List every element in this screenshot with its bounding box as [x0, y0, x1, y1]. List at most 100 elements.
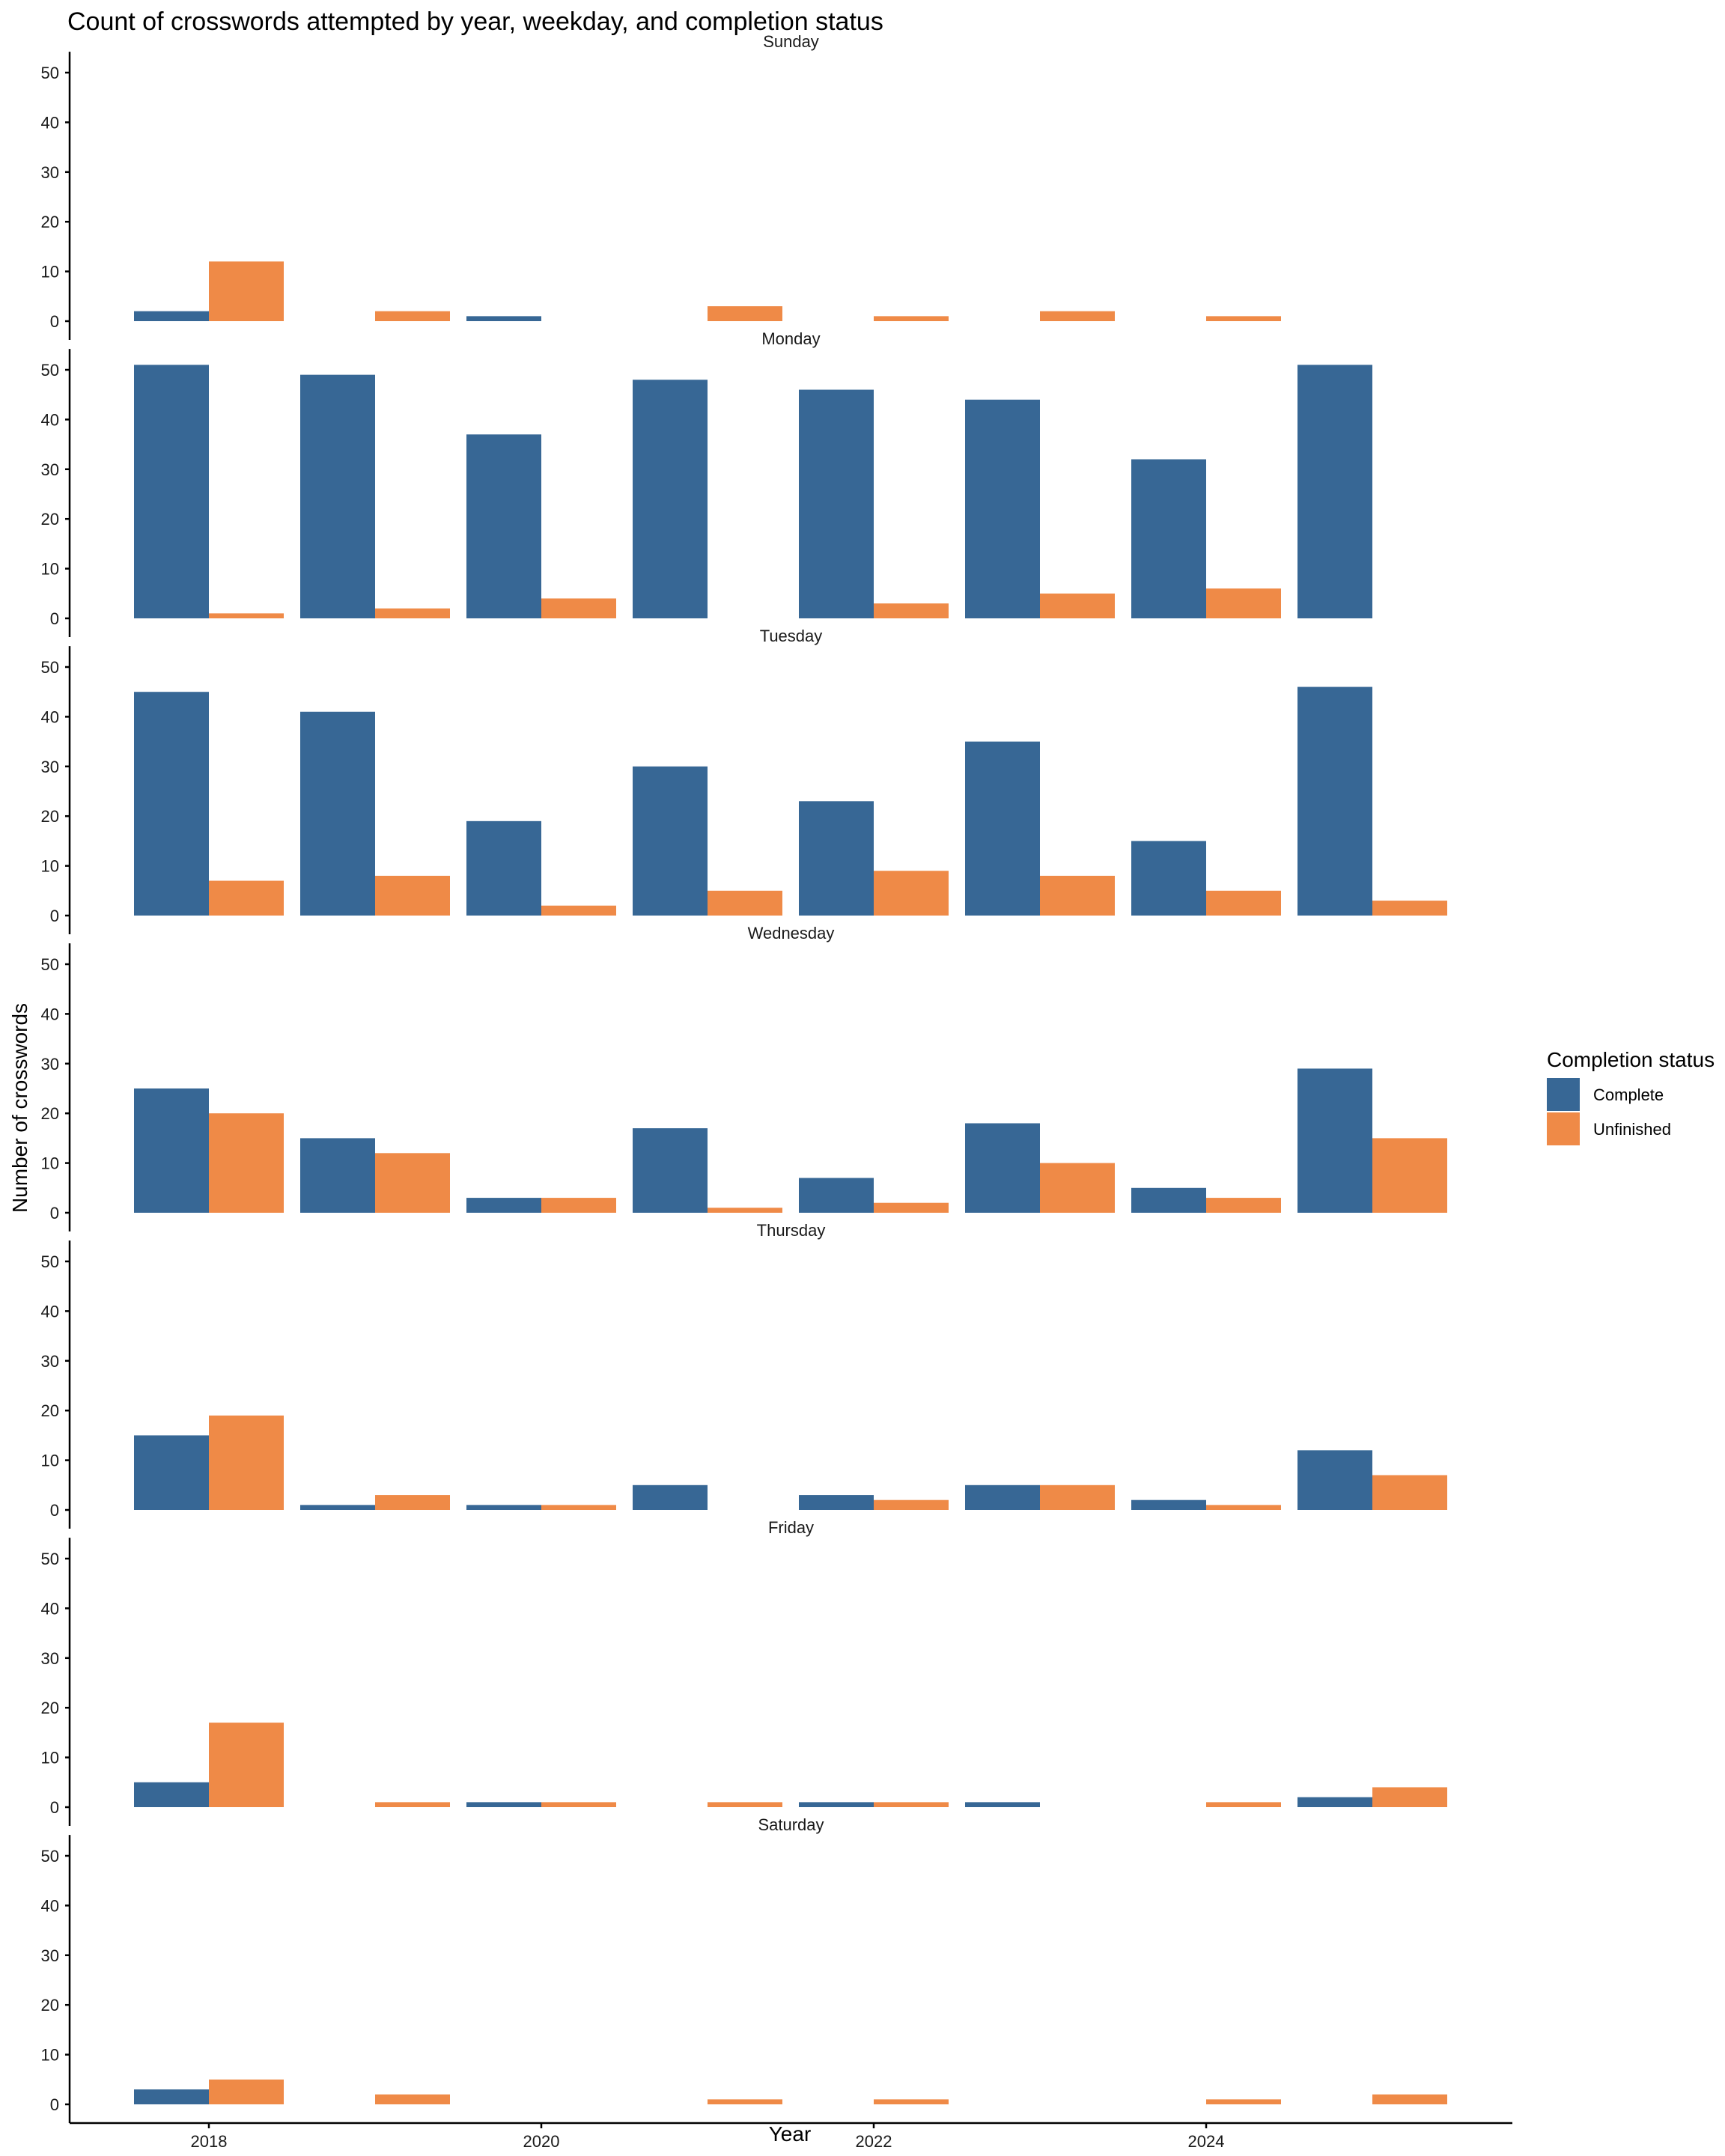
- y-tick-label: 50: [41, 1252, 59, 1271]
- bar-wednesday-2022-unfinished: [874, 1202, 949, 1213]
- bar-thursday-2019-unfinished: [375, 1495, 450, 1510]
- bar-wednesday-2023-unfinished: [1040, 1163, 1115, 1213]
- bar-saturday-2022-unfinished: [874, 2099, 949, 2104]
- facet-strip-label: Saturday: [758, 1815, 824, 1834]
- bar-thursday-2023-complete: [965, 1484, 1040, 1510]
- y-tick-label: 40: [41, 1005, 59, 1023]
- bar-friday-2025-complete: [1297, 1797, 1372, 1807]
- bar-sunday-2021-unfinished: [708, 306, 782, 321]
- y-tick-label: 10: [41, 1154, 59, 1173]
- bar-wednesday-2022-complete: [799, 1178, 874, 1213]
- y-tick-label: 0: [50, 609, 59, 628]
- bar-friday-2023-complete: [965, 1802, 1040, 1807]
- x-tick-label: 2024: [1188, 2132, 1225, 2151]
- y-tick-label: 40: [41, 1896, 59, 1915]
- y-tick-label: 40: [41, 1302, 59, 1321]
- facet-panels: Sunday01020304050Monday01020304050Tuesda…: [41, 32, 1447, 2123]
- bar-tuesday-2025-complete: [1297, 686, 1372, 916]
- legend-label-complete: Complete: [1593, 1085, 1664, 1104]
- x-tick-label: 2020: [523, 2132, 560, 2151]
- bar-thursday-2018-unfinished: [209, 1415, 284, 1510]
- bar-thursday-2023-unfinished: [1040, 1484, 1115, 1510]
- y-tick-label: 0: [50, 312, 59, 331]
- bar-thursday-2024-unfinished: [1206, 1505, 1281, 1510]
- y-tick-label: 10: [41, 560, 59, 579]
- bar-friday-2019-unfinished: [375, 1802, 450, 1807]
- y-tick-label: 0: [50, 1204, 59, 1222]
- y-tick-label: 40: [41, 410, 59, 429]
- bar-wednesday-2020-unfinished: [541, 1198, 616, 1213]
- bar-tuesday-2021-unfinished: [708, 890, 782, 916]
- bar-monday-2018-complete: [134, 365, 209, 618]
- bar-sunday-2019-unfinished: [375, 311, 450, 321]
- bar-sunday-2018-unfinished: [209, 261, 284, 321]
- legend: Completion status Complete Unfinished: [1547, 1048, 1715, 1145]
- bar-thursday-2024-complete: [1131, 1499, 1206, 1510]
- y-tick-label: 50: [41, 361, 59, 380]
- y-tick-label: 10: [41, 1452, 59, 1470]
- bar-thursday-2022-unfinished: [874, 1499, 949, 1510]
- y-tick-label: 40: [41, 707, 59, 726]
- bar-wednesday-2024-unfinished: [1206, 1198, 1281, 1213]
- bar-friday-2022-unfinished: [874, 1802, 949, 1807]
- bar-thursday-2022-complete: [799, 1495, 874, 1510]
- bar-sunday-2022-unfinished: [874, 316, 949, 321]
- bar-saturday-2019-unfinished: [375, 2094, 450, 2104]
- bar-wednesday-2021-complete: [633, 1128, 708, 1213]
- bar-wednesday-2018-complete: [134, 1088, 209, 1213]
- bar-saturday-2021-unfinished: [708, 2099, 782, 2104]
- bar-monday-2024-complete: [1131, 459, 1206, 618]
- bar-thursday-2025-unfinished: [1372, 1475, 1447, 1510]
- facet-strip-label: Tuesday: [760, 627, 823, 645]
- y-tick-label: 30: [41, 460, 59, 479]
- y-tick-label: 30: [41, 1649, 59, 1668]
- facet-strip-label: Wednesday: [748, 924, 835, 943]
- bar-thursday-2020-unfinished: [541, 1505, 616, 1510]
- bar-saturday-2018-complete: [134, 2089, 209, 2104]
- legend-swatch-complete: [1547, 1078, 1580, 1111]
- bar-tuesday-2020-unfinished: [541, 905, 616, 916]
- bar-thursday-2021-complete: [633, 1484, 708, 1510]
- bar-wednesday-2025-unfinished: [1372, 1138, 1447, 1213]
- bar-monday-2022-unfinished: [874, 603, 949, 618]
- y-tick-label: 20: [41, 510, 59, 529]
- bar-wednesday-2018-unfinished: [209, 1113, 284, 1213]
- bar-tuesday-2023-unfinished: [1040, 875, 1115, 916]
- bar-tuesday-2021-complete: [633, 766, 708, 916]
- bar-tuesday-2020-complete: [466, 820, 541, 916]
- bar-monday-2019-unfinished: [375, 608, 450, 618]
- facet-strip-label: Friday: [768, 1518, 814, 1537]
- y-tick-label: 20: [41, 1699, 59, 1717]
- bar-tuesday-2022-unfinished: [874, 871, 949, 916]
- y-tick-label: 10: [41, 2046, 59, 2065]
- y-tick-label: 20: [41, 1401, 59, 1420]
- bar-monday-2025-complete: [1297, 365, 1372, 618]
- bar-thursday-2018-complete: [134, 1435, 209, 1510]
- bar-friday-2020-complete: [466, 1802, 541, 1807]
- facet-tuesday: Tuesday 0 10 20 30 40 50: [41, 627, 1447, 934]
- y-tick-label: 50: [41, 1847, 59, 1866]
- y-tick-label: 0: [50, 1798, 59, 1817]
- bar-monday-2020-unfinished: [541, 598, 616, 618]
- bar-thursday-2025-complete: [1297, 1450, 1372, 1510]
- y-tick-label: 30: [41, 1946, 59, 1965]
- y-tick-label: 10: [41, 1749, 59, 1767]
- bar-wednesday-2019-unfinished: [375, 1153, 450, 1213]
- y-tick-label: 30: [41, 1055, 59, 1074]
- x-tick-label: 2022: [856, 2132, 892, 2151]
- bar-monday-2019-complete: [300, 374, 375, 618]
- bar-friday-2021-unfinished: [708, 1802, 782, 1807]
- bar-wednesday-2020-complete: [466, 1198, 541, 1213]
- bar-tuesday-2022-complete: [799, 801, 874, 916]
- bar-friday-2024-unfinished: [1206, 1802, 1281, 1807]
- bar-tuesday-2018-complete: [134, 692, 209, 916]
- bar-tuesday-2019-complete: [300, 711, 375, 916]
- bar-tuesday-2024-unfinished: [1206, 890, 1281, 916]
- facet-friday: Friday 0 10 20 30 40 50: [41, 1518, 1447, 1826]
- y-tick-label: 0: [50, 2095, 59, 2114]
- bar-friday-2020-unfinished: [541, 1802, 616, 1807]
- facet-strip-label: Monday: [761, 329, 820, 348]
- bar-tuesday-2019-unfinished: [375, 875, 450, 916]
- bar-monday-2023-unfinished: [1040, 593, 1115, 618]
- bar-friday-2018-unfinished: [209, 1723, 284, 1807]
